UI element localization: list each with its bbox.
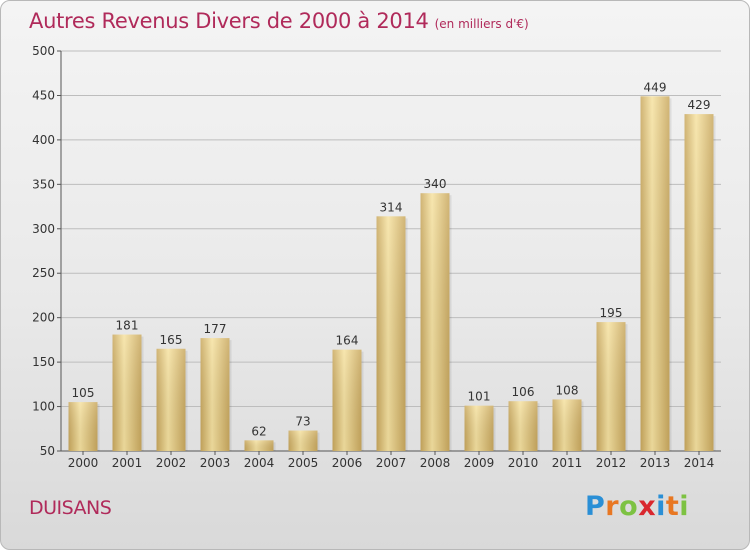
x-tick-label: 2007 [376, 456, 407, 470]
bar-sheen [288, 430, 318, 451]
y-tick-label: 400 [32, 133, 55, 147]
y-tick-label: 150 [32, 355, 55, 369]
proxiti-logo: Proxiti [585, 491, 689, 522]
y-tick-label: 100 [32, 400, 55, 414]
data-label: 177 [204, 322, 227, 336]
data-label: 181 [116, 319, 139, 333]
chart-title-text: Autres Revenus Divers de 2000 à 2014 [29, 9, 429, 33]
y-tick-label: 200 [32, 311, 55, 325]
x-tick-label: 2011 [552, 456, 583, 470]
x-tick-label: 2014 [684, 456, 715, 470]
data-labels: 105 181 165 177 62 73 164 314 340 101 106 108 195 449… [72, 80, 711, 438]
logo-letter: P [585, 491, 606, 522]
data-label: 101 [468, 390, 491, 404]
x-tick-label: 2013 [640, 456, 671, 470]
x-tick-label: 2005 [288, 456, 319, 470]
x-tick-label: 2002 [156, 456, 187, 470]
logo-letter: x [638, 491, 657, 522]
x-tick-label: 2000 [68, 456, 99, 470]
data-label: 62 [251, 424, 266, 438]
x-tick-label: 2003 [200, 456, 231, 470]
data-label: 449 [644, 80, 667, 94]
bars [68, 96, 716, 451]
data-label: 195 [600, 306, 623, 320]
axes: 50 100 150 200 250 300 350 400 450 500 2000 2001 200… [32, 44, 721, 470]
y-tick-label: 250 [32, 266, 55, 280]
x-tick-label: 2008 [420, 456, 451, 470]
bar-sheen [464, 405, 494, 451]
bar-sheen [508, 401, 538, 451]
data-label: 429 [688, 98, 711, 112]
x-tick-label: 2010 [508, 456, 539, 470]
data-label: 73 [295, 415, 310, 429]
x-tick-label: 2009 [464, 456, 495, 470]
bar-sheen [200, 338, 230, 451]
x-tick-label: 2012 [596, 456, 627, 470]
bar-sheen [112, 334, 142, 451]
bar-sheen [640, 96, 670, 451]
bar-sheen [376, 216, 406, 451]
y-tick-label: 500 [32, 44, 55, 58]
x-tick-label: 2006 [332, 456, 363, 470]
data-label: 165 [160, 333, 183, 347]
bar-sheen [420, 193, 450, 451]
y-tick-label: 350 [32, 177, 55, 191]
logo-letter: o [619, 491, 639, 522]
town-name: DUISANS [29, 497, 112, 519]
bar-sheen [684, 114, 714, 451]
x-tick-label: 2004 [244, 456, 275, 470]
y-tick-label: 50 [40, 444, 55, 458]
bar-sheen [68, 402, 98, 451]
bar-sheen [156, 348, 186, 451]
logo-letter: i [679, 491, 690, 522]
y-tick-label: 300 [32, 222, 55, 236]
bar-sheen [552, 399, 582, 451]
logo-letter: i [656, 491, 666, 522]
bar-sheen [596, 322, 626, 451]
data-label: 340 [424, 177, 447, 191]
chart-unit: (en milliers d'€) [434, 17, 529, 31]
data-label: 108 [556, 383, 579, 397]
y-tick-label: 450 [32, 88, 55, 102]
bar-sheen [244, 440, 274, 451]
logo-letter: t [665, 491, 680, 522]
data-label: 106 [512, 385, 535, 399]
data-label: 314 [380, 200, 403, 214]
chart-title: Autres Revenus Divers de 2000 à 2014 (en … [29, 9, 529, 33]
data-label: 164 [336, 334, 359, 348]
logo-letter: r [605, 491, 620, 522]
x-tick-label: 2001 [112, 456, 143, 470]
bar-sheen [332, 349, 362, 451]
data-label: 105 [72, 386, 95, 400]
